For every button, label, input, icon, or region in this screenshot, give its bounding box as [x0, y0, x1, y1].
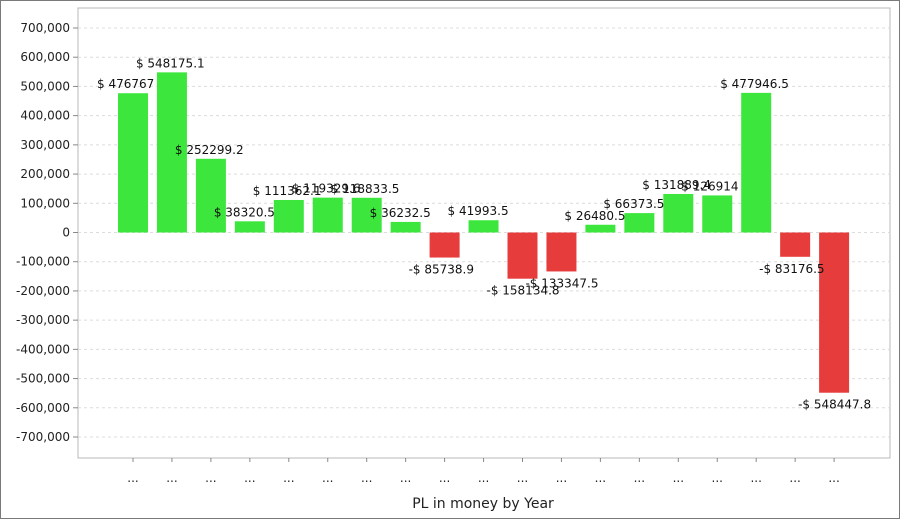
x-tick-label: ... — [400, 471, 411, 485]
x-tick-label: ... — [127, 471, 138, 485]
data-label: $ 126914 — [681, 179, 738, 193]
bar — [118, 93, 148, 233]
y-tick-label: 700,000 — [20, 21, 70, 35]
y-tick-label: 400,000 — [20, 109, 70, 123]
data-label: $ 36232.5 — [370, 206, 431, 220]
x-tick-label: ... — [789, 471, 800, 485]
y-tick-label: -600,000 — [16, 401, 70, 415]
data-label: -$ 548447.8 — [798, 398, 871, 412]
data-label: $ 252299.2 — [175, 143, 244, 157]
y-tick-label: -300,000 — [16, 313, 70, 327]
data-label: -$ 85738.9 — [409, 263, 474, 277]
bar — [546, 232, 577, 272]
y-tick-label: 500,000 — [20, 79, 70, 93]
x-tick-label: ... — [244, 471, 255, 485]
data-label: $ 41993.5 — [448, 204, 509, 218]
bar — [507, 232, 538, 279]
y-tick-label: -700,000 — [16, 430, 70, 444]
data-label: -$ 158134.8 — [487, 284, 560, 298]
data-label: $ 476767 — [97, 77, 154, 91]
bar — [819, 232, 850, 393]
data-label: $ 38320.5 — [214, 205, 275, 219]
y-tick-label: 100,000 — [20, 196, 70, 210]
x-tick-label: ... — [556, 471, 567, 485]
data-label: $ 118833.5 — [331, 182, 400, 196]
data-label: $ 111362.1 — [253, 184, 322, 198]
data-label: $ 477946.5 — [720, 77, 789, 91]
bar — [156, 72, 187, 233]
y-tick-label: 0 — [62, 226, 70, 240]
x-tick-label: ... — [750, 471, 761, 485]
x-tick-label: ... — [828, 471, 839, 485]
x-axis-label: PL in money by Year — [412, 496, 554, 512]
bar — [468, 220, 499, 233]
x-tick-label: ... — [205, 471, 216, 485]
bar — [780, 232, 811, 257]
bar — [351, 197, 382, 233]
bar — [624, 213, 655, 233]
x-tick-label: ... — [634, 471, 645, 485]
x-tick-label: ... — [322, 471, 333, 485]
data-label: $ 26480.5 — [564, 209, 625, 223]
x-tick-label: ... — [478, 471, 489, 485]
bar — [741, 92, 772, 233]
y-tick-label: 600,000 — [20, 50, 70, 64]
bar — [312, 197, 343, 233]
bar — [273, 199, 304, 233]
x-tick-label: ... — [166, 471, 177, 485]
y-tick-label: 300,000 — [20, 138, 70, 152]
data-label: $ 119329.6 — [292, 182, 361, 196]
x-tick-label: ... — [361, 471, 372, 485]
x-tick-label: ... — [517, 471, 528, 485]
bar — [234, 221, 265, 233]
x-tick-label: ... — [595, 471, 606, 485]
bar — [195, 158, 226, 233]
bar — [429, 232, 460, 258]
y-tick-label: -100,000 — [16, 255, 70, 269]
x-tick-label: ... — [283, 471, 294, 485]
bar — [585, 224, 616, 233]
data-label: $ 66373.5 — [603, 197, 664, 211]
data-label: -$ 133347.5 — [525, 276, 598, 290]
y-tick-label: -200,000 — [16, 284, 70, 298]
y-tick-label: -400,000 — [16, 342, 70, 356]
bar — [390, 221, 421, 233]
data-label: -$ 83176.5 — [759, 262, 824, 276]
bar — [663, 193, 694, 233]
data-label: $ 548175.1 — [136, 56, 205, 70]
data-label: $ 131889.4 — [642, 178, 711, 192]
y-tick-label: 200,000 — [20, 167, 70, 181]
x-tick-label: ... — [673, 471, 684, 485]
x-tick-label: ... — [439, 471, 450, 485]
bar — [702, 195, 733, 233]
x-tick-label: ... — [712, 471, 723, 485]
y-tick-label: -500,000 — [16, 372, 70, 386]
